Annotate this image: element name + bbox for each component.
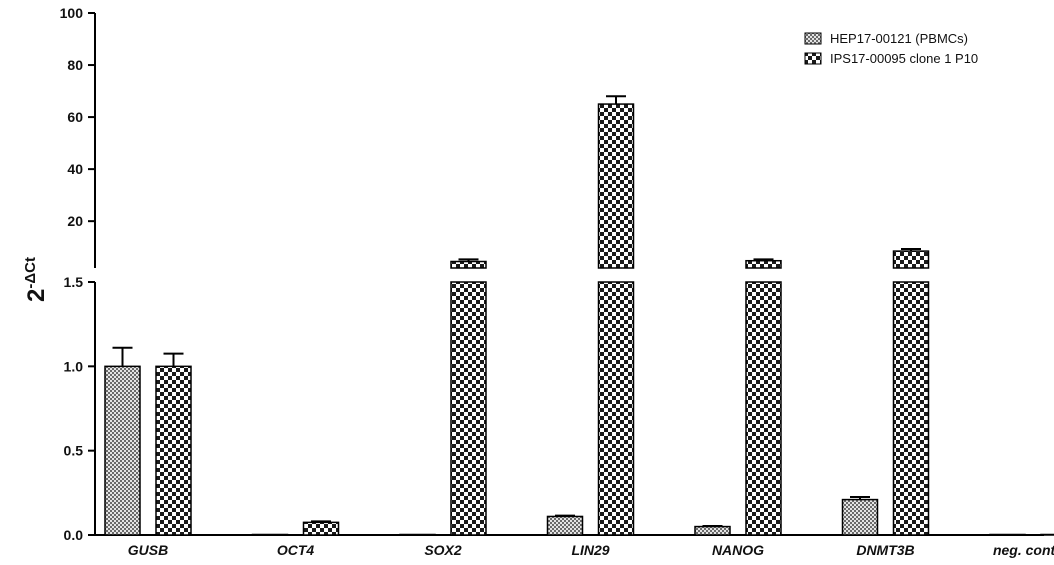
bar-1-gusb — [104, 365, 141, 536]
bar-1-nanog — [694, 525, 731, 536]
x-tick-label-3: LIN29 — [571, 542, 609, 558]
x-tick-label-5: DNMT3B — [856, 542, 914, 558]
legend-swatch-series-1 — [804, 32, 822, 45]
legend-label-series-1: HEP17-00121 (PBMCs) — [830, 31, 968, 46]
y-axis-title-base: 2 — [23, 289, 50, 302]
bar-2-lin29-lower — [597, 281, 635, 536]
x-tick-labels: GUSB OCT4 SOX2 LIN29 NANOG DNMT3B neg. control — [128, 542, 1054, 558]
bar-1-oct4 — [251, 533, 289, 536]
bar-1-sox2 — [399, 533, 436, 536]
y-tick-upper-1-label: 40 — [67, 161, 83, 177]
x-tick-label-1: OCT4 — [277, 542, 315, 558]
y-tick-lower-1-label: 0.5 — [64, 443, 84, 459]
y-ticks: 0.0 0.5 1.0 1.5 20 40 60 80 100 — [60, 5, 95, 543]
bar-2-neg-control — [1040, 533, 1054, 536]
x-tick-label-0: GUSB — [128, 542, 168, 558]
bar-2-gusb — [155, 365, 192, 536]
bar-2-nanog-upper — [745, 259, 782, 269]
y-tick-upper-3-label: 80 — [67, 57, 83, 73]
bar-2-nanog-lower — [745, 281, 782, 536]
bar-2-sox2-lower — [450, 281, 487, 536]
y-tick-upper-4-label: 100 — [60, 5, 84, 21]
x-tick-label-4: NANOG — [712, 542, 764, 558]
x-tick-label-2: SOX2 — [424, 542, 462, 558]
bar-2-lin29-upper — [597, 103, 635, 269]
y-axis-title: 2-ΔCt — [22, 257, 50, 302]
bar-1-lin29 — [546, 515, 584, 536]
y-tick-upper-2-label: 60 — [67, 109, 83, 125]
error-bars — [112, 95, 921, 528]
bars — [104, 103, 1054, 536]
legend-label-series-2: IPS17-00095 clone 1 P10 — [830, 51, 978, 66]
y-tick-lower-2-label: 1.0 — [64, 358, 84, 374]
y-tick-lower-0-label: 0.0 — [64, 527, 84, 543]
y-tick-upper-0-label: 20 — [67, 213, 83, 229]
legend-swatch-series-2 — [804, 52, 822, 65]
bar-2-dnmt3b-lower — [892, 281, 930, 536]
legend: HEP17-00121 (PBMCs) IPS17-00095 clone 1 … — [804, 31, 978, 66]
bar-2-dnmt3b-upper — [892, 250, 930, 269]
bar-1-neg-control — [989, 533, 1026, 536]
y-tick-lower-3-label: 1.5 — [64, 274, 84, 290]
y-axis-title-exponent: -ΔCt — [22, 257, 39, 289]
bar-2-oct4 — [302, 521, 340, 536]
bar-2-sox2-upper — [450, 260, 487, 269]
x-tick-label-6: neg. control — [993, 542, 1054, 558]
bar-1-dnmt3b — [841, 498, 879, 536]
